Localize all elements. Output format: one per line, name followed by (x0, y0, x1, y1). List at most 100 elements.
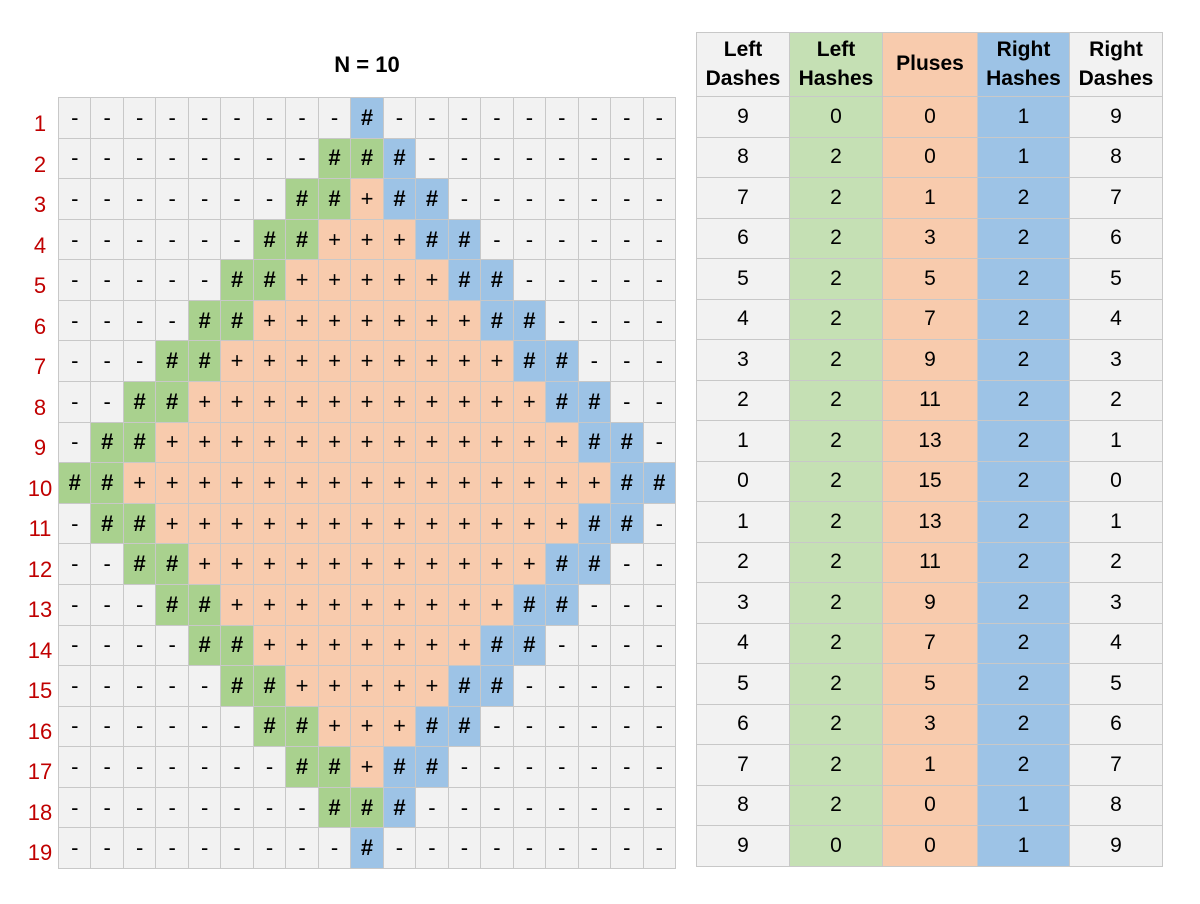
table-cell: 7 (882, 622, 978, 664)
dash-cell: - (611, 747, 643, 787)
table-cell: 2 (977, 298, 1070, 340)
plus-cell: + (221, 584, 253, 625)
right-hash-cell: # (351, 828, 383, 868)
dash-cell: - (513, 787, 546, 828)
plus-cell: + (318, 341, 351, 382)
table-cell: 13 (882, 420, 978, 462)
plus-cell: + (351, 706, 383, 747)
dash-cell: - (123, 219, 156, 260)
right-hash-cell: # (481, 625, 513, 666)
left-hash-cell: # (253, 260, 286, 300)
left-hash-cell: # (188, 341, 221, 382)
row-label: 8 (33, 394, 47, 420)
plus-cell: + (448, 584, 481, 625)
plus-cell: + (351, 382, 383, 422)
plus-cell: + (286, 544, 318, 584)
plus-cell: + (448, 300, 481, 341)
plus-cell: + (253, 544, 286, 584)
dash-cell: - (123, 341, 156, 382)
plus-cell: + (253, 382, 286, 422)
plus-cell: + (351, 341, 383, 382)
row-label: 12 (27, 556, 53, 582)
right-hash-cell: # (513, 584, 546, 625)
table-cell: 1 (1069, 501, 1163, 543)
dash-cell: - (156, 98, 188, 138)
dash-cell: - (123, 584, 156, 625)
dash-cell: - (481, 138, 513, 179)
left-hash-cell: # (156, 544, 188, 584)
left-hash-cell: # (59, 463, 91, 503)
plus-cell: + (253, 625, 286, 666)
dash-cell: - (481, 179, 513, 219)
table-cell: 3 (1069, 339, 1163, 381)
dash-cell: - (156, 706, 188, 747)
plus-cell: + (383, 300, 416, 341)
left-hash-cell: # (318, 747, 351, 787)
dash-cell: - (611, 382, 643, 422)
dash-cell: - (481, 787, 513, 828)
table-cell: 7 (1069, 177, 1163, 219)
dash-cell: - (416, 787, 448, 828)
table-cell: 2 (977, 379, 1070, 421)
plus-cell: + (156, 422, 188, 463)
dash-cell: - (188, 179, 221, 219)
plus-cell: + (481, 463, 513, 503)
table-cell: 2 (789, 136, 883, 178)
dash-cell: - (123, 787, 156, 828)
count-table: Left Dashes Left Hashes Pluses Right Hashes Rig… (696, 32, 1163, 867)
plus-cell: + (383, 422, 416, 463)
dash-cell: - (188, 138, 221, 179)
plus-cell: + (188, 463, 221, 503)
plus-cell: + (383, 341, 416, 382)
plus-cell: + (351, 422, 383, 463)
dash-cell: - (546, 666, 578, 706)
plus-cell: + (351, 219, 383, 260)
dash-cell: - (123, 625, 156, 666)
dash-cell: - (578, 300, 611, 341)
table-cell: 2 (1069, 379, 1163, 421)
dash-cell: - (91, 787, 123, 828)
table-cell: 2 (789, 744, 883, 786)
right-hash-cell: # (481, 300, 513, 341)
table-cell: 9 (882, 582, 978, 624)
dash-cell: - (221, 98, 253, 138)
table-cell: 8 (1069, 784, 1163, 826)
dash-cell: - (188, 706, 221, 747)
table-row: 2 2 11 2 2 (696, 541, 1163, 583)
plus-cell: + (351, 300, 383, 341)
plus-cell: + (318, 544, 351, 584)
right-hash-cell: # (416, 219, 448, 260)
plus-cell: + (188, 422, 221, 463)
plus-cell: + (513, 382, 546, 422)
table-cell: 2 (789, 420, 883, 462)
dash-cell: - (481, 219, 513, 260)
right-hash-cell: # (416, 706, 448, 747)
table-cell: 2 (977, 703, 1070, 745)
dash-cell: - (448, 98, 481, 138)
plus-cell: + (286, 300, 318, 341)
plus-cell: + (481, 422, 513, 463)
table-cell: 9 (1069, 825, 1163, 867)
right-hash-cell: # (546, 382, 578, 422)
dash-cell: - (253, 828, 286, 868)
dash-cell: - (59, 382, 91, 422)
table-cell: 7 (1069, 744, 1163, 786)
table-cell: 15 (882, 460, 978, 502)
dash-cell: - (416, 828, 448, 868)
plus-cell: + (318, 382, 351, 422)
dash-cell: - (643, 747, 675, 787)
table-cell: 9 (696, 96, 790, 138)
table-cell: 5 (1069, 258, 1163, 300)
table-cell: 6 (696, 217, 790, 259)
dash-cell: - (59, 584, 91, 625)
dash-cell: - (481, 828, 513, 868)
table-cell: 0 (789, 96, 883, 138)
dash-cell: - (188, 828, 221, 868)
dash-cell: - (91, 828, 123, 868)
right-hash-cell: # (611, 463, 643, 503)
plus-cell: + (286, 463, 318, 503)
table-cell: 7 (882, 298, 978, 340)
dash-cell: - (416, 138, 448, 179)
plus-cell: + (513, 422, 546, 463)
